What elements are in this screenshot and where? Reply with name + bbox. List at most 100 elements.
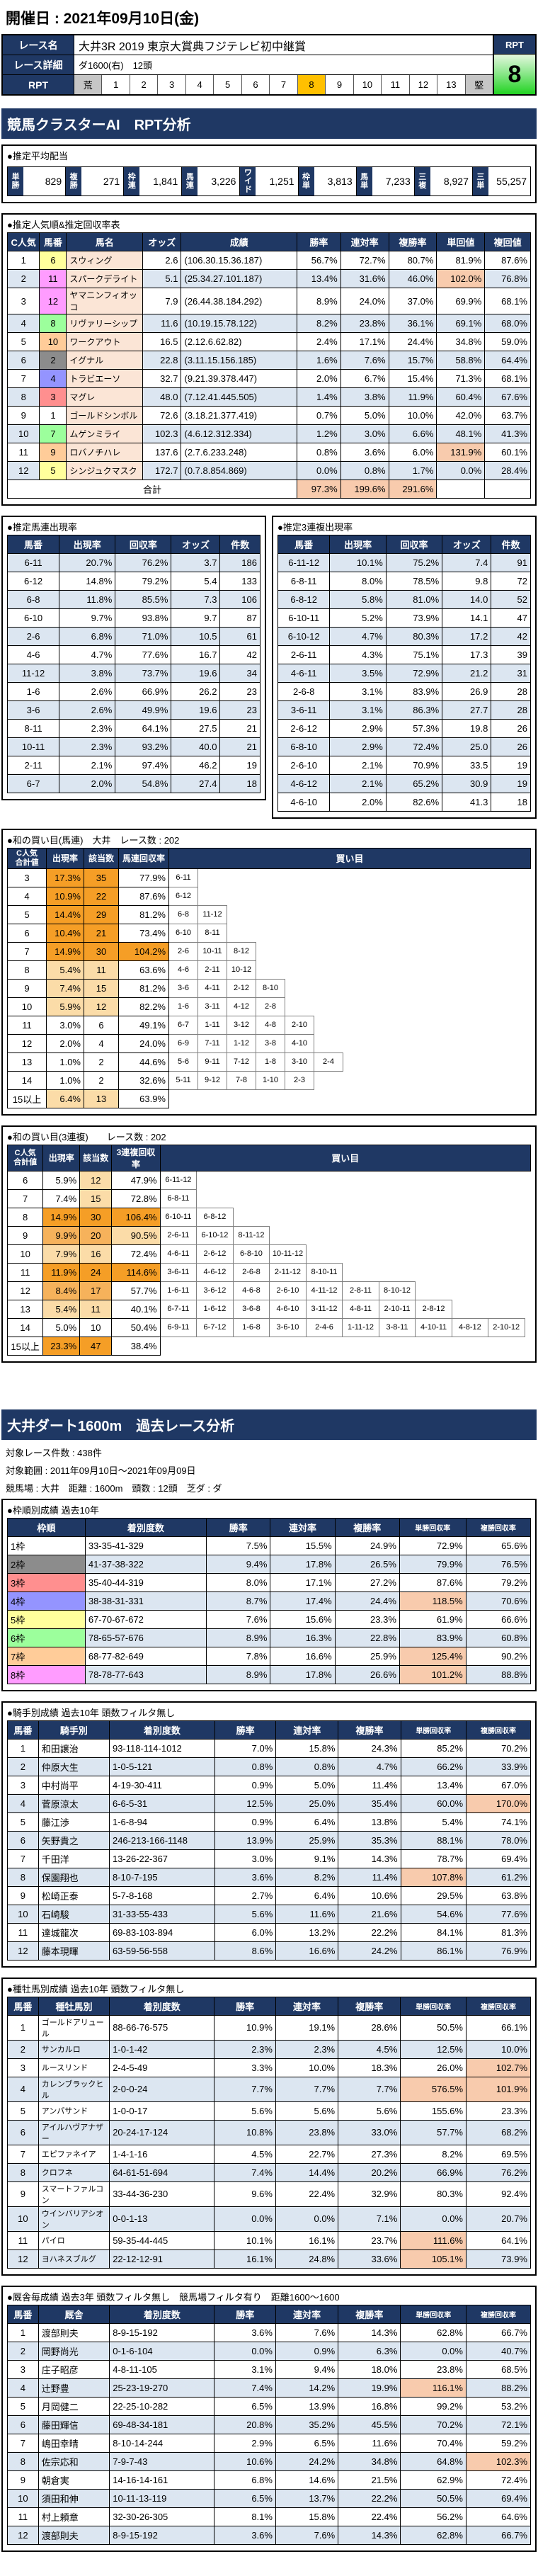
count: 87	[219, 608, 261, 628]
win-payback: 69.9%	[436, 288, 486, 315]
stable-name: 須田和伸	[38, 2488, 110, 2508]
show-payback: 76.2%	[466, 2162, 531, 2182]
horse-number: 12	[7, 2525, 39, 2545]
payout-value: 3,226	[198, 167, 240, 196]
pair-rate-row: 2-6-11 4.3% 75.1% 17.3 39	[277, 645, 531, 665]
column-header: 勝率	[214, 1996, 276, 2016]
finish-record: 35-40-44-319	[84, 1572, 207, 1592]
odds: 3.7	[171, 553, 221, 573]
pair-rate-row: 6-10 9.7% 93.8% 9.7 87	[6, 608, 261, 628]
place2-rate: 9.1%	[275, 1849, 339, 1868]
pair-rate-row: 6-8-11 8.0% 78.5% 9.8 72	[277, 572, 531, 591]
bet-combination: 2-8-11	[342, 1281, 379, 1300]
appearance-rate: 5.9%	[46, 997, 84, 1016]
empty-area	[285, 997, 531, 1016]
count: 186	[219, 553, 261, 573]
stable-name: 村上頼章	[38, 2507, 110, 2526]
sire-row: 12 ヨハネスブルグ 22-12-12-91 16.1% 24.8% 33.6% 105.1…	[7, 2249, 531, 2269]
win-payback: 131.9%	[436, 443, 486, 463]
horse-number: 4	[7, 1793, 39, 1813]
show-payback: 67.6%	[484, 387, 531, 407]
record: (25.34.27.101.187)	[181, 269, 298, 289]
appearance-rate: 2.3%	[59, 719, 116, 739]
pair-rate-row: 6-7 2.0% 54.8% 27.4 18	[6, 774, 261, 794]
pair-numbers: 4-6	[6, 645, 60, 665]
payback-rate: 76.2%	[115, 553, 172, 573]
empty-area	[415, 1281, 531, 1300]
umaren-body: 6-11 20.7% 76.2% 3.7 186 6-12 14.8% 79.2% 5.4 133…	[6, 553, 261, 794]
odds: 137.6	[142, 443, 182, 463]
column-header: 複勝回収率	[466, 1996, 531, 2016]
column-header: 買い目	[159, 1144, 532, 1171]
jockey-name: 矢野貴之	[38, 1830, 110, 1850]
horse-number: 2	[7, 2341, 39, 2361]
show-rate: 4.7%	[338, 1757, 401, 1776]
column-header: 複勝率	[338, 1996, 401, 2016]
sanfuku-table: 馬番 出現率 回収率 オッズ 件数 6-11-12 10.1% 75.2% 7.4 91 6-8-…	[277, 535, 531, 812]
popularity-sum: 6	[6, 1170, 44, 1190]
total-value: 199.6%	[340, 480, 389, 499]
show-rate: 4.5%	[338, 2039, 401, 2059]
odds: 7.4	[442, 553, 492, 573]
horse-number: 7	[39, 424, 67, 444]
place2-rate: 17.8%	[270, 1554, 336, 1574]
show-rate: 28.6%	[338, 2014, 401, 2041]
bet-combination: 6-10	[168, 923, 198, 943]
win-rate: 3.6%	[214, 2525, 276, 2545]
win-payback: 62.8%	[400, 2322, 467, 2342]
finish-record: 13-26-22-367	[108, 1849, 215, 1868]
odds: 102.3	[142, 424, 182, 444]
sire-name: スマートファルコン	[38, 2181, 110, 2207]
jockey-name: 仲原大生	[38, 1757, 110, 1776]
place2-rate: 14.6%	[275, 2470, 339, 2490]
pair-rate-row: 6-10-11 5.2% 73.9% 14.1 47	[277, 608, 531, 628]
odds: 32.7	[142, 369, 182, 389]
show-payback: 64.1%	[466, 2230, 531, 2250]
finish-record: 93-118-114-1012	[108, 1738, 215, 1758]
show-payback: 63.8%	[466, 1885, 531, 1905]
jockey-name: 中村尚平	[38, 1775, 110, 1795]
pair-rate-row: 3-6 2.6% 49.9% 19.6 23	[6, 700, 261, 720]
bet-combination: 4-11	[198, 978, 227, 998]
horse-name: ムゲンミライ	[66, 424, 143, 444]
payout-bet-type-char: ワ	[244, 169, 252, 177]
odds: 22.8	[142, 351, 182, 370]
horse-name: イグナル	[66, 351, 143, 370]
appearance-rate: 5.4%	[46, 960, 84, 980]
column-header: 枠順	[7, 1517, 86, 1537]
finish-record: 10-11-13-119	[109, 2488, 215, 2508]
win-rate: 0.9%	[214, 1812, 277, 1832]
bet-combination: 3-12	[227, 1015, 256, 1035]
appearance-rate: 2.0%	[59, 774, 116, 794]
bet-combination: 4-6-12	[196, 1262, 234, 1282]
bet-combination: 4-8-12	[451, 1317, 488, 1337]
appearance-rate: 2.9%	[329, 719, 387, 739]
wano-row: 7 14.9% 30 104.2% 2-6 10-11 8-12	[7, 941, 531, 961]
show-rate: 11.4%	[338, 1867, 401, 1887]
show-rate: 35.4%	[338, 1793, 401, 1813]
match-count: 22	[84, 886, 119, 906]
frame-row: 3枠 35-40-44-319 8.0% 17.1% 27.2% 87.6% 79.2%	[7, 1572, 532, 1592]
pair-rate-row: 2-6-12 2.9% 57.3% 19.8 26	[277, 719, 531, 739]
bet-combination: 6-9-11	[159, 1317, 198, 1337]
horse-row: 10 7 ムゲンミライ 102.3 (4.6.12.312.334) 1.2% 3.0% 6.…	[6, 424, 531, 444]
horse-number: 10	[39, 332, 67, 352]
empty-area	[269, 1226, 531, 1245]
win-payback: 71.3%	[436, 369, 486, 389]
bet-combination: 6-8-11	[159, 1188, 198, 1208]
appearance-rate: 14.4%	[46, 904, 84, 924]
bet-combination: 3-10	[285, 1052, 314, 1072]
appearance-rate: 2.0%	[329, 793, 387, 812]
win-payback: 86.1%	[400, 1941, 467, 1961]
odds: 40.0	[171, 737, 221, 757]
place2-rate: 6.5%	[275, 2433, 339, 2453]
bet-combination: 2-12	[227, 978, 256, 998]
sire-row: 7 エピファネイア 1-4-1-16 4.5% 22.7% 27.3% 8.2% 69.5%	[7, 2144, 531, 2164]
popularity-sum: 7	[7, 941, 47, 961]
bet-combination: 10-11	[198, 941, 227, 961]
count: 19	[219, 756, 261, 776]
show-payback: 59.2%	[465, 2433, 532, 2453]
odds: 46.2	[171, 756, 221, 776]
payback-rate: 72.4%	[111, 1244, 161, 1264]
payback-rate: 82.6%	[385, 793, 443, 812]
